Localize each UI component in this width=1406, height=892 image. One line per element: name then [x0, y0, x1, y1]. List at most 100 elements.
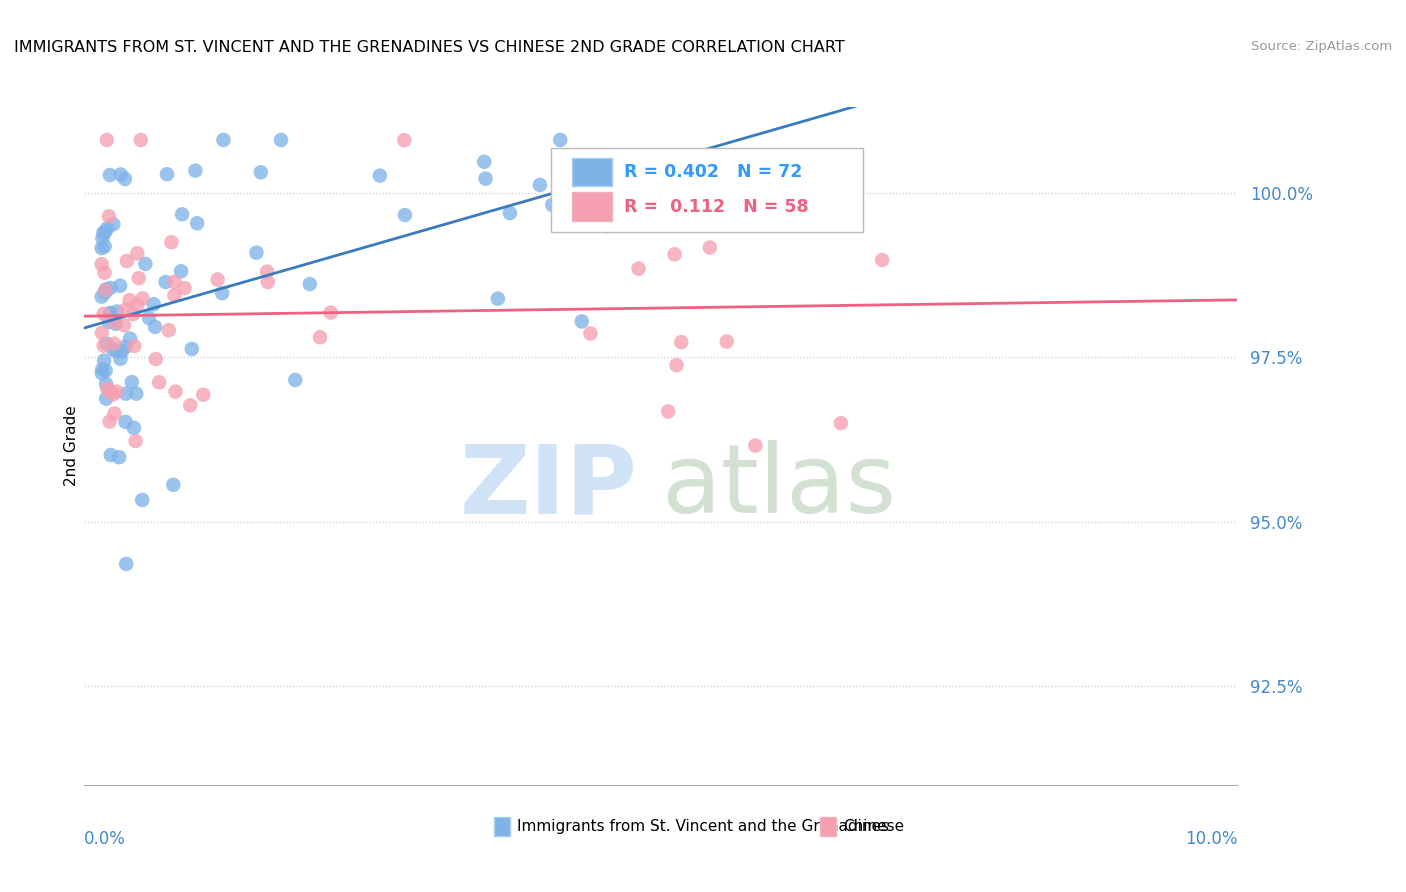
Point: [675, 212, 697, 227]
Point: [596, 219, 619, 234]
Point: [90, 290, 112, 304]
Point: [114, 302, 136, 317]
Point: [163, 275, 186, 289]
Point: [96, 221, 118, 235]
Point: [474, 171, 496, 186]
Point: [97, 315, 120, 329]
Point: [579, 326, 602, 341]
Point: [124, 434, 146, 448]
Point: [131, 493, 153, 508]
Point: [101, 387, 124, 401]
Point: [112, 318, 135, 333]
Point: [548, 133, 571, 147]
Point: [94, 285, 117, 300]
Point: [131, 292, 153, 306]
Point: [298, 277, 321, 291]
Bar: [820, 817, 837, 836]
Point: [108, 450, 131, 465]
Point: [103, 217, 125, 231]
Point: [368, 169, 391, 183]
Point: [160, 235, 183, 250]
Point: [212, 133, 235, 147]
Point: [157, 323, 180, 337]
Point: [103, 407, 125, 421]
Text: ZIP: ZIP: [460, 440, 638, 533]
Point: [657, 404, 679, 418]
Point: [101, 343, 124, 357]
Point: [100, 306, 122, 320]
Point: [571, 314, 593, 328]
Point: [394, 133, 416, 147]
Point: [96, 382, 118, 396]
Point: [108, 278, 131, 293]
Text: 10.0%: 10.0%: [1185, 830, 1237, 847]
Point: [138, 310, 160, 325]
Point: [93, 307, 115, 321]
Point: [114, 340, 136, 354]
Point: [170, 264, 193, 278]
Point: [105, 344, 128, 359]
Point: [122, 421, 145, 435]
Point: [98, 168, 121, 182]
Point: [486, 292, 509, 306]
Point: [472, 154, 495, 169]
Point: [90, 366, 112, 380]
Bar: [494, 817, 510, 836]
Point: [170, 207, 193, 221]
Point: [122, 339, 145, 353]
Point: [156, 167, 179, 181]
Point: [163, 288, 186, 302]
Point: [664, 247, 686, 261]
Point: [143, 320, 166, 334]
Point: [98, 384, 121, 398]
Point: [529, 178, 551, 192]
Text: IMMIGRANTS FROM ST. VINCENT AND THE GRENADINES VS CHINESE 2ND GRADE CORRELATION : IMMIGRANTS FROM ST. VINCENT AND THE GREN…: [14, 40, 845, 55]
Point: [93, 266, 115, 280]
Bar: [572, 158, 613, 186]
Point: [499, 206, 522, 220]
Point: [94, 392, 117, 406]
Point: [105, 304, 128, 318]
Text: atlas: atlas: [661, 440, 896, 533]
Point: [309, 330, 332, 344]
Point: [772, 215, 794, 229]
Point: [98, 415, 121, 429]
Point: [118, 332, 141, 346]
Point: [96, 133, 118, 147]
FancyBboxPatch shape: [551, 148, 863, 233]
Point: [256, 275, 278, 289]
Point: [186, 216, 208, 230]
Point: [100, 448, 122, 462]
Point: [145, 352, 167, 367]
Point: [830, 416, 852, 430]
Point: [179, 398, 201, 412]
Point: [699, 240, 721, 254]
Point: [134, 257, 156, 271]
Point: [665, 358, 688, 372]
Point: [94, 376, 117, 391]
Point: [96, 336, 118, 351]
Point: [394, 208, 416, 222]
Point: [111, 343, 134, 358]
Point: [97, 209, 120, 223]
Point: [93, 226, 115, 240]
Point: [671, 335, 693, 350]
Point: [115, 557, 138, 571]
Point: [114, 172, 136, 186]
Point: [180, 342, 202, 356]
Point: [94, 282, 117, 296]
Point: [193, 388, 215, 402]
Point: [162, 477, 184, 491]
Point: [94, 363, 117, 377]
Point: [103, 315, 125, 329]
Point: [155, 275, 177, 289]
Point: [105, 384, 128, 399]
Text: R = 0.402   N = 72: R = 0.402 N = 72: [624, 163, 803, 181]
Point: [91, 362, 114, 376]
Point: [541, 198, 564, 212]
Point: [115, 386, 138, 401]
Point: [90, 241, 112, 255]
Point: [165, 384, 187, 399]
Text: 0.0%: 0.0%: [84, 830, 127, 847]
Point: [562, 200, 585, 214]
